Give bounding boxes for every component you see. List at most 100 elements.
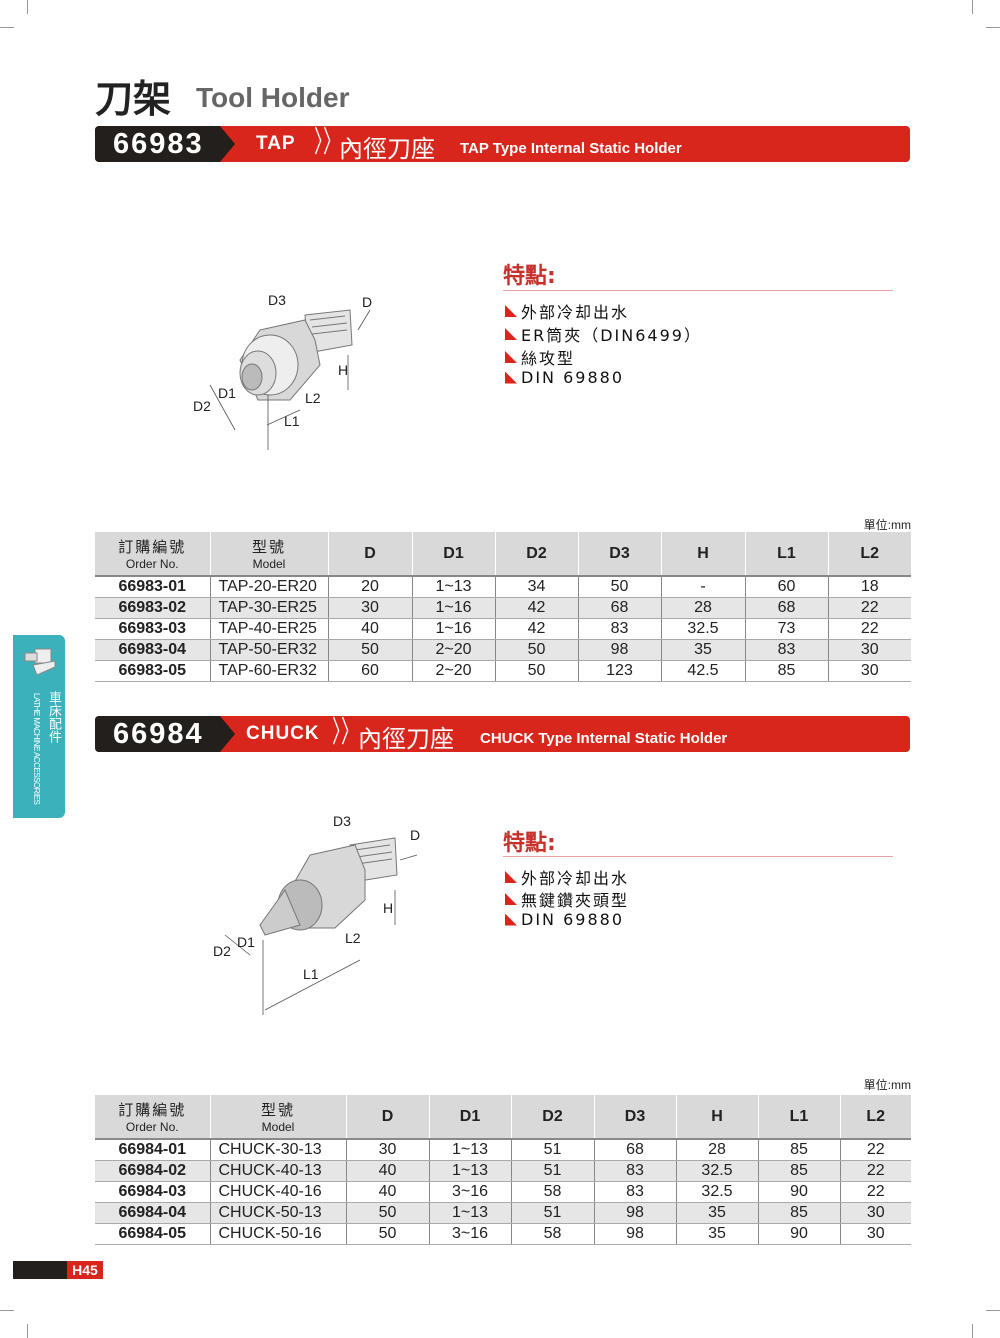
feature-item: ER筒夾（DIN6499） xyxy=(505,322,702,346)
table-cell: CHUCK-40-16 xyxy=(210,1181,347,1203)
label-h: H xyxy=(383,900,393,916)
table-cell: 35 xyxy=(661,639,746,661)
column-header: D xyxy=(328,532,413,577)
feature-item: DIN 69880 xyxy=(505,368,624,387)
table-cell: 51 xyxy=(511,1160,595,1182)
divider xyxy=(503,290,893,291)
feature-item: 外部冷却出水 xyxy=(505,299,629,323)
triangle-bullet-icon xyxy=(505,371,517,384)
table-row: 66984-02 CHUCK-40-13 40 1~13 51 83 32.5 85 22 xyxy=(95,1160,911,1182)
product-type: CHUCK xyxy=(246,723,320,744)
crop-mark xyxy=(0,27,14,28)
table-cell: 30 xyxy=(328,597,413,619)
page-title-en: Tool Holder xyxy=(196,82,350,113)
label-l1: L1 xyxy=(303,966,319,982)
table-cell: CHUCK-30-13 xyxy=(210,1139,347,1161)
table-cell: 51 xyxy=(511,1139,595,1161)
table-cell: 51 xyxy=(511,1202,595,1224)
features-title: 特點: xyxy=(503,831,556,856)
table-cell: 22 xyxy=(840,1181,911,1203)
table-cell: 32.5 xyxy=(676,1160,759,1182)
features-title: 特點: xyxy=(503,264,556,289)
spec-table-chuck: 訂購編號 Order No. 型號 Model D D1 D2 D3 H L1 L2 66984-01… xyxy=(95,1095,911,1245)
table-cell: 30 xyxy=(840,1223,911,1245)
table-cell: 68 xyxy=(745,597,829,619)
column-header: D2 xyxy=(495,532,579,577)
section-title-en: CHUCK Type Internal Static Holder xyxy=(480,730,728,747)
tool-holder-icon xyxy=(24,648,56,676)
table-cell: 22 xyxy=(828,618,911,640)
table-cell: 3~16 xyxy=(429,1181,512,1203)
table-cell: 85 xyxy=(758,1160,841,1182)
triangle-bullet-icon xyxy=(505,913,517,926)
table-cell: TAP-30-ER25 xyxy=(210,597,329,619)
table-cell: 85 xyxy=(745,660,829,682)
section-title-en: TAP Type Internal Static Holder xyxy=(460,140,682,157)
table-cell: 66983-02 xyxy=(95,597,211,619)
label-d1: D1 xyxy=(237,934,255,950)
table-cell: TAP-50-ER32 xyxy=(210,639,329,661)
column-header: D3 xyxy=(578,532,662,577)
section-banner-tap: 66983 TAP 〉〉 內徑刀座 TAP Type Internal Stat… xyxy=(95,126,910,162)
triangle-bullet-icon xyxy=(505,328,517,340)
label-l2: L2 xyxy=(305,390,321,406)
table-cell: CHUCK-50-16 xyxy=(210,1223,347,1245)
column-header: L2 xyxy=(828,532,911,577)
crop-mark xyxy=(972,1324,973,1338)
label-d3: D3 xyxy=(333,813,351,829)
table-header: 訂購編號 Order No. 型號 Model D D1 D2 D3 H L1 L2 xyxy=(95,1095,911,1140)
unit-label: 單位:mm xyxy=(863,518,911,532)
label-l1: L1 xyxy=(284,413,300,429)
table-cell: 35 xyxy=(676,1223,759,1245)
triangle-bullet-icon xyxy=(505,893,517,905)
table-cell: 66983-03 xyxy=(95,618,211,640)
table-cell: 35 xyxy=(676,1202,759,1224)
feature-item: 絲攻型 xyxy=(505,345,575,369)
table-cell: 68 xyxy=(594,1139,677,1161)
chevron-icon: 〉〉 xyxy=(314,126,341,159)
table-header: 訂購編號 Order No. 型號 Model D D1 D2 D3 H L1 L2 xyxy=(95,532,911,577)
column-header: L2 xyxy=(840,1095,911,1140)
table-cell: 66984-02 xyxy=(95,1160,211,1182)
chevron-icon: 〉〉 xyxy=(332,716,359,749)
crop-mark xyxy=(27,0,28,14)
column-header: D xyxy=(346,1095,430,1140)
table-row: 66983-02 TAP-30-ER25 30 1~16 42 68 28 68 22 xyxy=(95,597,911,619)
page-title-cn: 刀架 xyxy=(95,77,172,121)
table-cell: TAP-20-ER20 xyxy=(210,576,329,598)
table-cell: 50 xyxy=(346,1202,430,1224)
table-cell: 18 xyxy=(828,576,911,598)
section-banner-chuck: 66984 CHUCK 〉〉 內徑刀座 CHUCK Type Internal … xyxy=(95,716,910,752)
side-tab-label-cn: 車床配件 xyxy=(46,691,61,743)
table-cell: TAP-60-ER32 xyxy=(210,660,329,682)
label-h: H xyxy=(338,362,348,378)
triangle-bullet-icon xyxy=(505,351,517,363)
column-header: D1 xyxy=(429,1095,512,1140)
crop-mark xyxy=(27,1324,28,1338)
table-cell: - xyxy=(661,576,746,598)
table-cell: 66984-05 xyxy=(95,1223,211,1245)
table-cell: 42 xyxy=(495,618,579,640)
column-header: D2 xyxy=(511,1095,595,1140)
table-cell: 98 xyxy=(594,1223,677,1245)
table-cell: 3~16 xyxy=(429,1223,512,1245)
crop-mark xyxy=(972,0,973,14)
crop-mark xyxy=(0,1310,14,1311)
table-cell: 66984-01 xyxy=(95,1139,211,1161)
table-cell: 66984-03 xyxy=(95,1181,211,1203)
column-header: 型號 Model xyxy=(210,1095,347,1140)
table-cell: 30 xyxy=(346,1139,430,1161)
table-row: 66984-01 CHUCK-30-13 30 1~13 51 68 28 85 22 xyxy=(95,1139,911,1161)
table-cell: 2~20 xyxy=(412,639,496,661)
table-cell: 85 xyxy=(758,1202,841,1224)
table-cell: 1~16 xyxy=(412,618,496,640)
table-cell: 85 xyxy=(758,1139,841,1161)
column-header: 訂購編號 Order No. xyxy=(95,532,211,577)
table-cell: 66983-01 xyxy=(95,576,211,598)
table-cell: 50 xyxy=(495,639,579,661)
label-d1: D1 xyxy=(218,385,236,401)
table-row: 66983-05 TAP-60-ER32 60 2~20 50 123 42.5 85 30 xyxy=(95,660,911,682)
section-title-cn: 內徑刀座 xyxy=(339,135,435,162)
table-cell: 83 xyxy=(745,639,829,661)
table-cell: 42.5 xyxy=(661,660,746,682)
